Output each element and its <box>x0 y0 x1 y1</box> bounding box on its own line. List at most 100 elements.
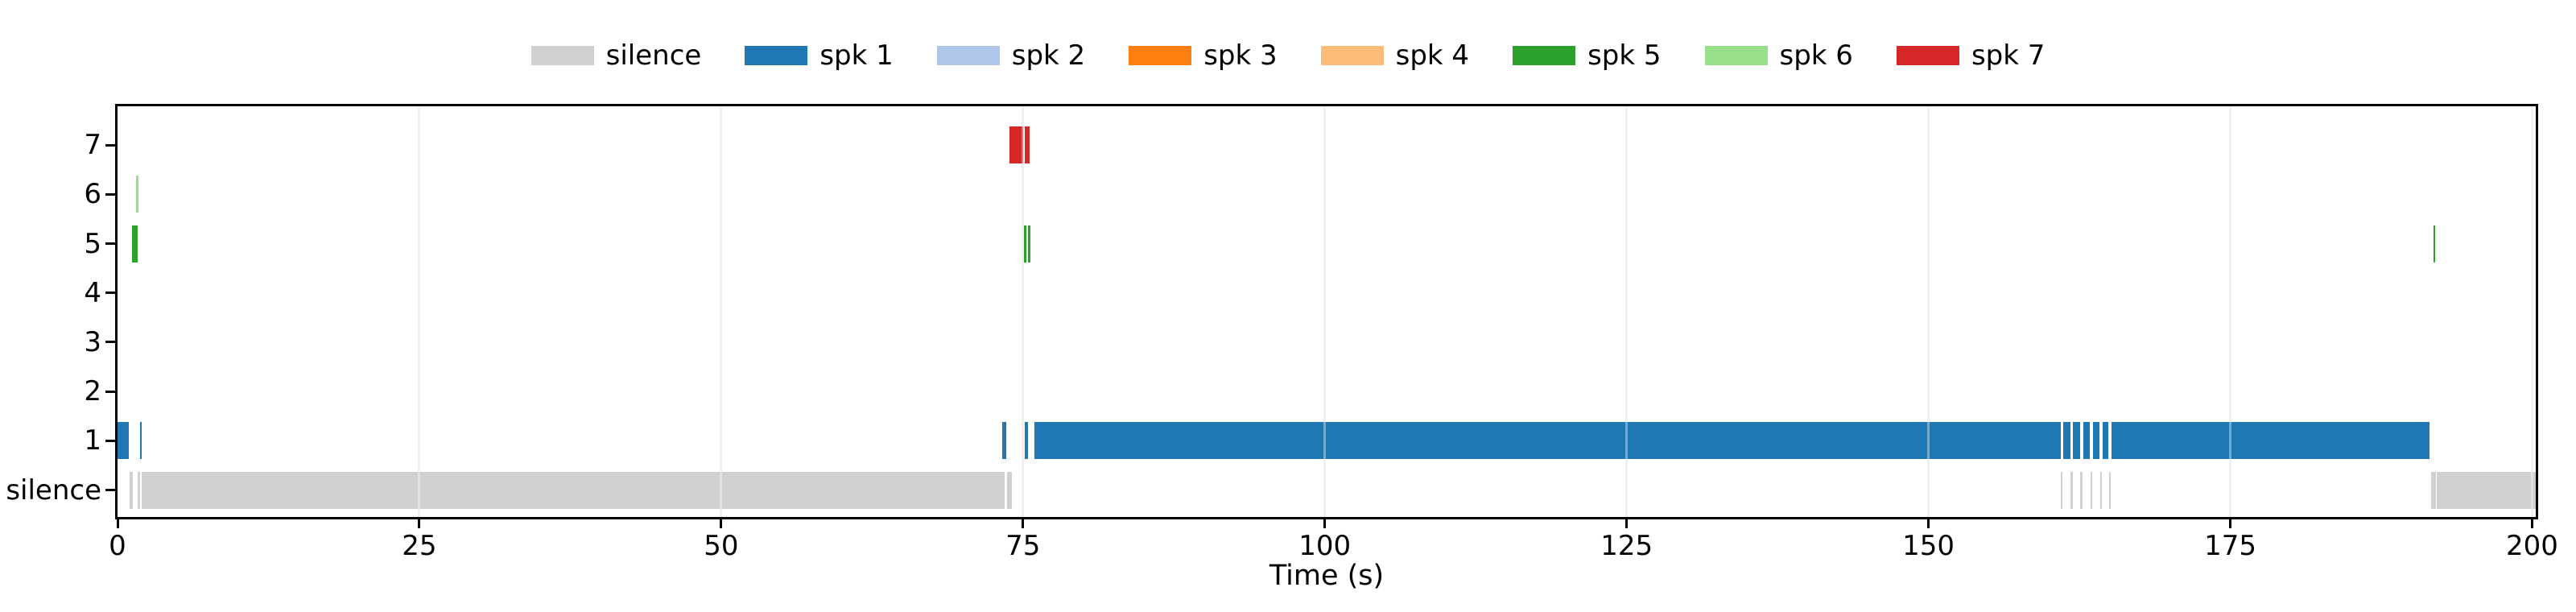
x-tick-label: 75 <box>1005 530 1041 562</box>
segment-bar-spk-1 <box>1001 422 1006 460</box>
segment-bar-spk-silence <box>2070 471 2073 509</box>
legend-label: spk 2 <box>1011 39 1086 72</box>
x-tick-mark <box>418 519 421 528</box>
legend-label: spk 1 <box>819 39 894 72</box>
y-tick-label: 2 <box>84 375 101 408</box>
segment-bar-spk-1 <box>2063 422 2070 460</box>
segment-bar-spk-6 <box>136 176 139 213</box>
x-tick-label: 50 <box>704 530 739 562</box>
segment-bar-spk-silence <box>2060 471 2063 509</box>
y-tick-label: 6 <box>84 178 101 211</box>
x-tick-label: 25 <box>402 530 437 562</box>
segment-bar-spk-5 <box>132 225 138 263</box>
x-tick-label: 200 <box>2506 530 2558 562</box>
x-tick-mark <box>1625 519 1629 528</box>
legend-label: spk 6 <box>1779 39 1853 72</box>
gridline-highlight <box>1927 106 1930 517</box>
segment-bar-spk-1 <box>2111 422 2430 460</box>
segment-bar-spk-silence <box>2080 471 2083 509</box>
legend-label: spk 7 <box>1971 39 2046 72</box>
x-tick-mark <box>1323 519 1327 528</box>
legend-label: silence <box>605 39 702 72</box>
x-tick-label: 175 <box>2204 530 2257 562</box>
segment-bar-spk-5 <box>1028 225 1031 263</box>
legend-swatch <box>745 46 808 65</box>
y-tick-mark <box>105 292 115 295</box>
segment-bar-spk-silence <box>2099 471 2103 509</box>
gridline <box>1323 106 1327 517</box>
gridline-highlight <box>720 106 723 517</box>
gridline-highlight <box>2229 106 2232 517</box>
gridline <box>720 106 723 517</box>
legend-item-spk-6: spk 6 <box>1704 39 1853 72</box>
legend-swatch <box>1513 46 1576 65</box>
legend-swatch <box>1704 46 1768 65</box>
legend-item-spk-3: spk 3 <box>1129 42 1278 69</box>
segment-bar-spk-5 <box>1024 225 1026 263</box>
x-tick-label: 125 <box>1600 530 1653 562</box>
x-tick-mark <box>1927 519 1930 528</box>
y-tick-mark <box>105 341 115 344</box>
x-tick-mark <box>2531 519 2533 528</box>
segment-bar-spk-7 <box>1025 126 1030 164</box>
gridline <box>1022 106 1025 517</box>
x-tick-mark <box>1022 519 1025 528</box>
segment-bar-spk-silence <box>2108 471 2112 509</box>
segment-bar-spk-silence <box>1006 471 1013 509</box>
segment-bar-spk-5 <box>2433 225 2436 263</box>
x-tick-mark <box>720 519 723 528</box>
segment-bar-spk-1 <box>1034 422 2061 460</box>
gridline-highlight <box>418 106 421 517</box>
x-tick-mark <box>116 519 119 528</box>
y-tick-mark <box>105 390 115 393</box>
y-tick-label: 5 <box>84 227 101 260</box>
segment-bar-spk-1 <box>2083 422 2091 460</box>
y-tick-label: 1 <box>84 424 101 457</box>
segment-bar-spk-silence <box>2090 471 2093 509</box>
segment-bar-spk-silence <box>2437 471 2536 509</box>
gridline <box>1927 106 1930 517</box>
y-tick-label: 4 <box>84 276 101 309</box>
segment-bar-spk-silence <box>2430 471 2436 509</box>
x-tick-label: 100 <box>1298 530 1352 562</box>
segment-bar-spk-silence <box>138 471 141 509</box>
y-tick-mark <box>105 143 115 147</box>
segment-bar-spk-silence <box>142 471 1005 509</box>
legend-item-spk-4: spk 4 <box>1320 42 1469 69</box>
legend-swatch <box>1896 46 1959 65</box>
legend-swatch <box>1129 46 1192 65</box>
plot-area <box>115 104 2538 519</box>
legend-swatch <box>1320 46 1384 65</box>
legend-item-spk-5: spk 5 <box>1513 39 1662 72</box>
legend-item-silence: silence <box>530 39 702 72</box>
gridline <box>2531 106 2533 517</box>
segment-bar-spk-1 <box>1025 422 1028 460</box>
y-tick-mark <box>105 242 115 245</box>
segment-bar-spk-silence <box>130 471 134 509</box>
segment-bar-spk-1 <box>2073 422 2080 460</box>
legend-label: spk 5 <box>1587 39 1662 72</box>
gridline-highlight <box>1022 106 1025 517</box>
segment-bar-spk-1 <box>2092 422 2099 460</box>
gridline-highlight <box>2531 106 2533 517</box>
segment-bar-spk-1 <box>140 422 142 460</box>
y-tick-mark <box>105 192 115 196</box>
legend-swatch <box>936 46 1000 65</box>
y-tick-mark <box>105 439 115 442</box>
gridline <box>418 106 421 517</box>
gridline-highlight <box>1323 106 1327 517</box>
x-tick-label: 0 <box>109 530 126 562</box>
gridline <box>2229 106 2232 517</box>
x-tick-mark <box>2229 519 2232 528</box>
x-axis-label: Time (s) <box>1269 560 1385 592</box>
y-tick-mark <box>105 489 115 491</box>
legend-item-spk-2: spk 2 <box>936 39 1086 72</box>
segment-bar-spk-7 <box>1009 126 1023 164</box>
x-tick-label: 150 <box>1902 530 1955 562</box>
gridline-highlight <box>1625 106 1629 517</box>
legend-item-spk-1: spk 1 <box>745 39 894 72</box>
legend-swatch <box>530 46 594 65</box>
segment-bar-spk-1 <box>118 422 130 460</box>
segment-bar-spk-1 <box>2102 422 2109 460</box>
